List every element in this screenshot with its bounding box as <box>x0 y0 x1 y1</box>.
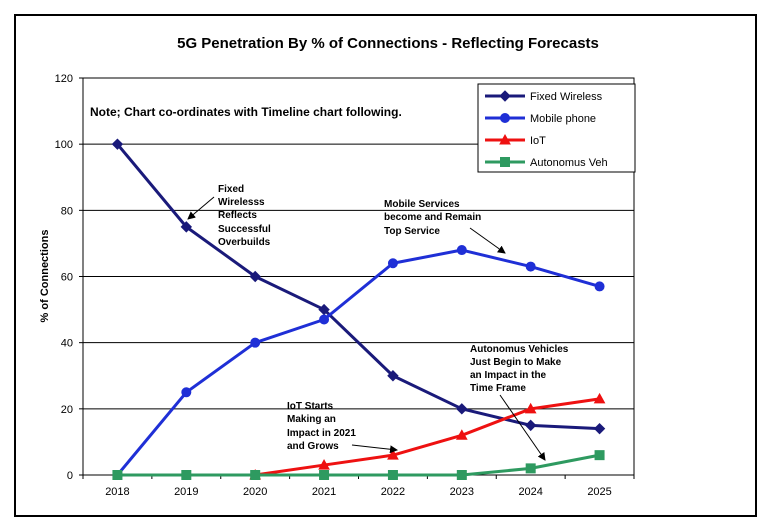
data-point <box>180 221 193 233</box>
data-point <box>525 261 536 272</box>
annotation-line: Impact in 2021 <box>287 428 356 439</box>
data-point <box>181 387 192 398</box>
data-point <box>524 419 537 432</box>
data-point <box>456 245 467 256</box>
data-point <box>456 470 467 480</box>
annotation-autonomous-vehicles: Autonomus Vehicles Just Begin to Make an… <box>470 344 569 461</box>
data-point <box>111 138 124 150</box>
annotation-line: IoT Starts <box>287 401 334 412</box>
chart-title: 5G Penetration By % of Connections - Ref… <box>177 35 599 52</box>
annotation-line: Reflects <box>218 210 257 221</box>
annotation-arrow <box>187 196 215 220</box>
y-tick-label: 0 <box>67 470 73 482</box>
data-point <box>456 403 468 415</box>
data-point <box>525 463 536 474</box>
y-axis-ticks: 0 20 40 60 80 100 120 <box>55 73 83 482</box>
legend-marker <box>500 157 510 167</box>
legend-item: IoT <box>485 133 546 147</box>
annotation-line: Just Begin to Make <box>470 357 562 368</box>
legend: Fixed Wireless Mobile phone IoT Autonomus V… <box>477 83 636 173</box>
chart-note: Note; Chart co-ordinates with Timeline c… <box>90 105 402 119</box>
annotation-line: Top Service <box>384 226 440 237</box>
data-point <box>387 449 399 460</box>
y-tick-label: 60 <box>61 272 73 284</box>
annotation-line: an Impact in the <box>470 370 547 381</box>
data-point <box>112 470 123 480</box>
data-point <box>593 392 606 404</box>
y-tick-label: 20 <box>61 404 73 416</box>
annotation-line: Autonomus Vehicles <box>470 344 569 355</box>
data-point <box>249 270 261 283</box>
data-point <box>387 470 398 480</box>
legend-item: Fixed Wireless <box>485 90 603 103</box>
data-point <box>524 402 537 414</box>
data-point <box>387 370 399 382</box>
data-point <box>318 459 330 470</box>
annotation-line: Mobile Services <box>384 199 460 210</box>
data-point <box>594 281 605 292</box>
series-line <box>116 248 600 476</box>
series-line <box>254 397 600 477</box>
data-point <box>593 422 606 435</box>
legend-label: Autonomus Veh <box>530 157 608 169</box>
data-point <box>250 470 261 480</box>
y-tick-label: 40 <box>61 338 73 350</box>
legend-marker <box>500 113 510 123</box>
legend-label: IoT <box>530 135 546 147</box>
annotation-line: Making an <box>287 414 336 425</box>
x-tick-label: 2021 <box>312 486 336 498</box>
annotation-line: Overbuilds <box>218 237 271 248</box>
y-tick-label: 80 <box>61 205 73 217</box>
legend-label: Mobile phone <box>530 113 596 125</box>
legend-label: Fixed Wireless <box>530 91 603 103</box>
x-tick-label: 2025 <box>587 486 611 498</box>
annotation-arrow <box>499 394 546 461</box>
annotation-line: Wirelesss <box>218 197 265 208</box>
y-tick-label: 100 <box>55 139 73 151</box>
annotation-mobile-services: Mobile Services become and Remain Top Se… <box>384 199 506 254</box>
annotation-fixed-wireless: Fixed Wirelesss Reflects Successful Over… <box>187 184 271 248</box>
x-tick-label: 2024 <box>518 486 542 498</box>
x-tick-label: 2018 <box>105 486 129 498</box>
annotation-line: become and Remain <box>384 212 481 223</box>
series-line <box>117 453 600 477</box>
annotation-line: Successful <box>218 224 271 235</box>
data-point <box>387 258 398 269</box>
data-point <box>455 429 468 440</box>
annotation-line: and Grows <box>287 441 339 452</box>
legend-marker <box>499 90 511 102</box>
series-autonomus-veh <box>112 450 605 480</box>
x-tick-label: 2022 <box>381 486 405 498</box>
y-axis-label: % of Connections <box>39 230 51 323</box>
data-point <box>250 337 261 348</box>
legend-item: Mobile phone <box>485 113 596 125</box>
data-point <box>181 470 192 480</box>
gridlines <box>83 143 634 410</box>
annotation-line: Fixed <box>218 184 244 195</box>
annotation-arrow <box>469 227 506 254</box>
data-point <box>319 314 330 325</box>
y-tick-label: 120 <box>55 73 73 85</box>
annotation-iot: IoT Starts Making an Impact in 2021 and … <box>287 401 398 454</box>
x-tick-label: 2020 <box>243 486 267 498</box>
annotation-line: Time Frame <box>470 383 526 394</box>
legend-marker <box>499 133 511 145</box>
x-axis-ticks: 2018 2019 2020 2021 2022 2023 2024 2025 <box>82 475 635 498</box>
x-tick-label: 2023 <box>450 486 474 498</box>
x-tick-label: 2019 <box>174 486 198 498</box>
annotation-arrow <box>351 444 398 454</box>
data-point <box>319 470 330 480</box>
legend-item: Autonomus Veh <box>485 157 608 169</box>
chart-frame <box>14 14 757 517</box>
data-point <box>594 450 605 461</box>
